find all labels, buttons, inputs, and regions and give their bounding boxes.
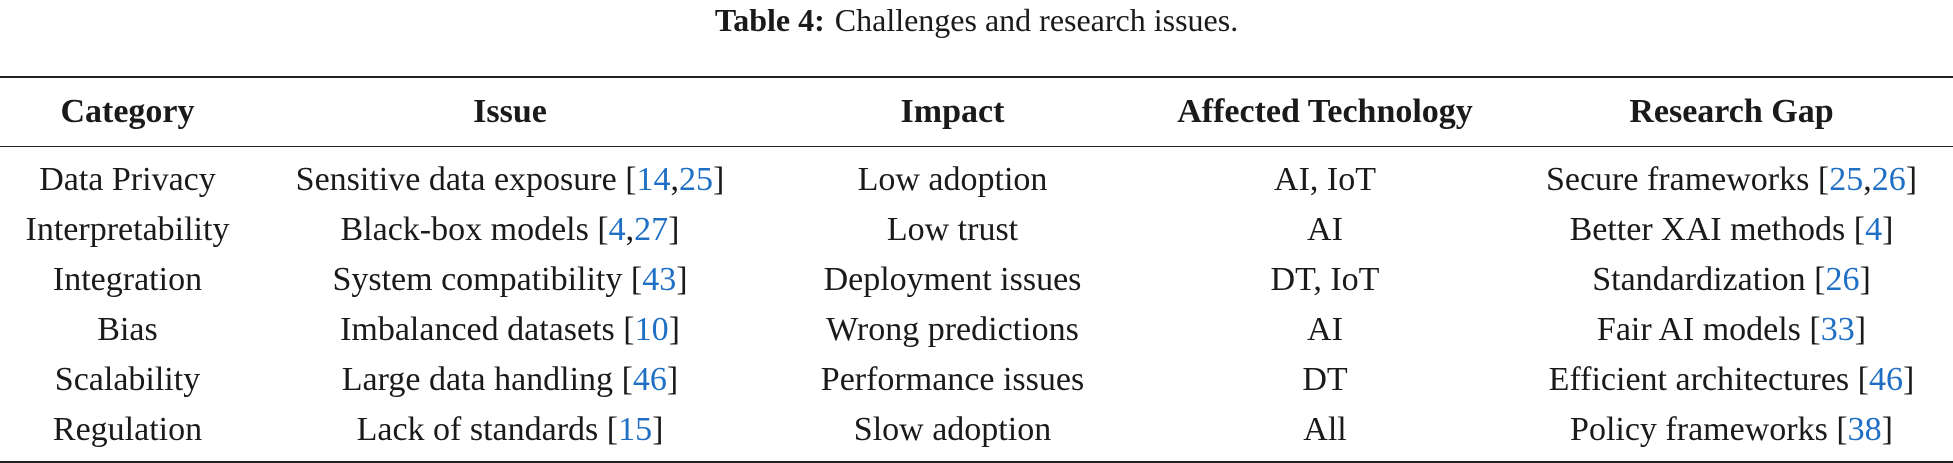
cell-affected-technology: AI <box>1307 311 1343 348</box>
cell-issue: System compatibility [43] <box>332 261 688 298</box>
citation-link[interactable]: 25 <box>679 161 714 198</box>
citation-link[interactable]: 26 <box>1871 161 1906 198</box>
table-header: Category Issue Impact Affected Technolog… <box>0 77 1953 147</box>
table-row: Integration System compatibility [43] Depl… <box>0 255 1953 305</box>
cell-impact: Low adoption <box>857 161 1048 198</box>
citation-link[interactable]: 4 <box>1865 211 1883 248</box>
table-row: Bias Imbalanced datasets [10] Wrong predic… <box>0 305 1953 355</box>
cell-research-gap-text: Efficient architectures <box>1548 361 1850 398</box>
table-caption: Table 4: Challenges and research issues. <box>0 0 1953 40</box>
citation-link[interactable]: 26 <box>1825 261 1860 298</box>
challenges-table: Category Issue Impact Affected Technolog… <box>0 76 1953 463</box>
table-row: Interpretability Black-box models [4,27] L… <box>0 205 1953 255</box>
cell-category: Regulation <box>52 411 203 448</box>
citation-link[interactable]: 38 <box>1847 411 1882 448</box>
citation-link[interactable]: 46 <box>1869 361 1903 398</box>
cell-research-gap-text: Fair AI models <box>1596 311 1801 348</box>
cell-issue-text: System compatibility <box>332 261 623 298</box>
citation-link[interactable]: 10 <box>634 311 669 348</box>
cell-research-gap: Policy frameworks [38] <box>1570 411 1893 448</box>
cell-research-gap: Better XAI methods [4] <box>1569 211 1894 248</box>
citation-link[interactable]: 33 <box>1820 311 1855 348</box>
cell-impact: Wrong predictions <box>826 311 1079 348</box>
table-row: Regulation Lack of standards [15] Slow ado… <box>0 405 1953 462</box>
cell-issue: Large data handling [46] <box>341 361 679 398</box>
cell-research-gap: Secure frameworks [25,26] <box>1545 161 1918 198</box>
cell-issue-text: Imbalanced datasets <box>340 311 615 348</box>
cell-affected-technology: DT, IoT <box>1270 261 1380 298</box>
citation-link[interactable]: 14 <box>636 161 671 198</box>
cell-issue: Black-box models [4,27] <box>340 211 680 248</box>
table-caption-text: Challenges and research issues. <box>834 2 1239 38</box>
cell-category: Bias <box>97 311 158 348</box>
cell-category: Interpretability <box>25 211 230 248</box>
cell-affected-technology: AI, IoT <box>1274 161 1376 198</box>
table-row: Scalability Large data handling [46] Perfo… <box>0 355 1953 405</box>
header-issue: Issue <box>473 93 547 130</box>
cell-issue: Imbalanced datasets [10] <box>340 311 680 348</box>
cell-research-gap: Efficient architectures [46] <box>1548 361 1915 398</box>
cell-affected-technology: AI <box>1307 211 1343 248</box>
cell-affected-technology: DT <box>1302 361 1348 398</box>
cell-research-gap: Standardization [26] <box>1592 261 1871 298</box>
cell-research-gap-text: Policy frameworks <box>1570 411 1828 448</box>
cell-research-gap-text: Better XAI methods <box>1569 211 1846 248</box>
cell-issue-text: Lack of standards <box>356 411 599 448</box>
cell-impact: Deployment issues <box>823 261 1082 298</box>
cell-impact: Low trust <box>886 211 1019 248</box>
header-research-gap: Research Gap <box>1629 93 1834 130</box>
cell-affected-technology: All <box>1303 411 1347 448</box>
cell-issue: Sensitive data exposure [14,25] <box>295 161 725 198</box>
cell-issue-text: Sensitive data exposure <box>295 161 617 198</box>
citation-link[interactable]: 27 <box>634 211 669 248</box>
citation-link[interactable]: 46 <box>632 361 667 398</box>
citation-link[interactable]: 43 <box>642 261 677 298</box>
table-caption-label: Table 4: <box>714 2 825 38</box>
header-impact: Impact <box>900 93 1005 130</box>
citation-link[interactable]: 25 <box>1829 161 1864 198</box>
cell-impact: Performance issues <box>820 361 1085 398</box>
cell-issue: Lack of standards [15] <box>356 411 664 448</box>
cell-issue-text: Large data handling <box>341 361 614 398</box>
cell-research-gap-text: Secure frameworks <box>1545 161 1810 198</box>
header-row: Category Issue Impact Affected Technolog… <box>0 77 1953 147</box>
cell-research-gap-text: Standardization <box>1592 261 1806 298</box>
citation-link[interactable]: 4 <box>608 211 626 248</box>
challenges-table-container: Category Issue Impact Affected Technolog… <box>0 76 1953 463</box>
cell-impact: Slow adoption <box>853 411 1052 448</box>
header-category: Category <box>60 93 195 130</box>
table-row: Data Privacy Sensitive data exposure [14,… <box>0 147 1953 206</box>
cell-issue-text: Black-box models <box>340 211 589 248</box>
cell-research-gap: Fair AI models [33] <box>1596 311 1867 348</box>
citation-link[interactable]: 15 <box>618 411 653 448</box>
cell-category: Scalability <box>54 361 201 398</box>
table-body: Data Privacy Sensitive data exposure [14,… <box>0 147 1953 462</box>
header-affected-technology: Affected Technology <box>1177 93 1473 130</box>
cell-category: Integration <box>52 261 203 298</box>
cell-category: Data Privacy <box>39 161 216 198</box>
